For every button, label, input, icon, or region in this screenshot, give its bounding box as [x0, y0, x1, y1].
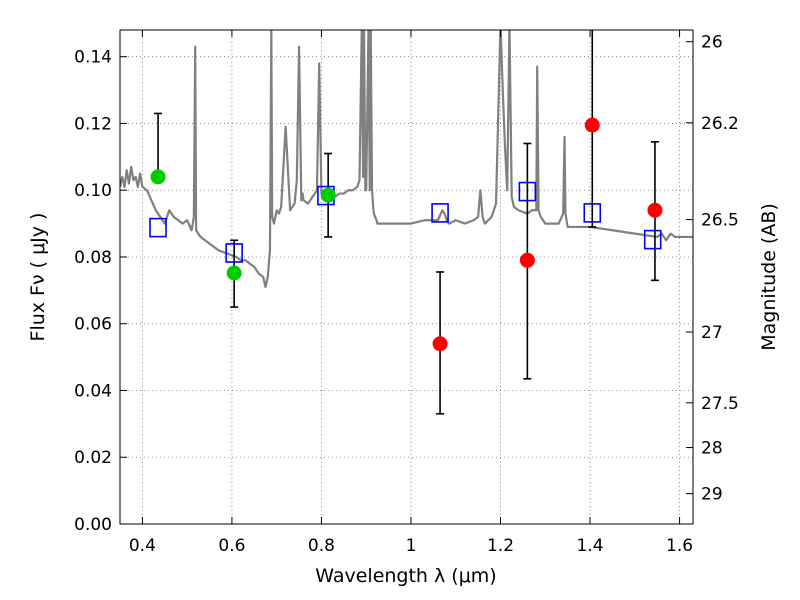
markers-layer	[149, 117, 663, 352]
detection-point	[150, 169, 166, 185]
low-sn-point	[432, 336, 448, 352]
x-tick-label: 1.4	[577, 536, 604, 556]
y-tick-label: 0.04	[74, 381, 112, 401]
low-sn-point	[519, 252, 535, 268]
x-tick-label: 1.2	[487, 536, 514, 556]
y-axis-label: Flux Fν ( μJy )	[27, 213, 49, 342]
y-tick-label: 0.10	[74, 181, 112, 201]
y2-tick-label: 27	[701, 323, 723, 343]
model-flux-square	[431, 203, 449, 223]
low-sn-point	[584, 117, 600, 133]
model-spectrum-line	[120, 30, 693, 289]
model-spectrum-layer	[120, 30, 693, 289]
y-tick-label: 0.08	[74, 248, 112, 268]
y-tick-label: 0.14	[74, 48, 112, 68]
model-flux-square	[643, 229, 662, 250]
model-flux-square	[518, 181, 537, 202]
y2-tick-label: 26	[701, 33, 723, 53]
x-tick-label: 1.6	[666, 536, 693, 556]
model-flux-square	[583, 203, 602, 223]
low-sn-point	[647, 202, 663, 218]
x-tick-label: 0.6	[218, 536, 245, 556]
y-tick-label: 0.00	[74, 515, 112, 535]
model-flux-square	[225, 243, 243, 263]
y-tick-label: 0.06	[74, 315, 112, 335]
error-bars-layer	[154, 30, 659, 415]
y2-tick-label: 26.2	[701, 114, 739, 134]
y-tick-label: 0.12	[74, 114, 112, 134]
model-flux-square	[149, 217, 167, 238]
detection-point	[320, 187, 336, 203]
y2-tick-label: 27.5	[701, 394, 739, 414]
ticks-layer: 0.4 0.6 0.8 1 1.2 1.4 1.6 0.00 0.02 0.04 0.06 0.08 0…	[74, 30, 739, 556]
x-tick-label: 0.4	[129, 536, 156, 556]
x-tick-label: 1	[406, 536, 417, 556]
detection-point	[226, 265, 242, 281]
grid-lines	[120, 30, 693, 525]
y2-tick-label: 29	[701, 485, 723, 505]
y2-axis-label: Magnitude (AB)	[758, 203, 780, 351]
y-tick-label: 0.02	[74, 448, 112, 468]
y2-tick-label: 28	[701, 439, 723, 459]
plot-frame	[119, 29, 694, 525]
x-axis-label: Wavelength λ (μm)	[315, 565, 496, 587]
y2-tick-label: 26.5	[701, 211, 739, 231]
x-tick-label: 0.8	[308, 536, 335, 556]
